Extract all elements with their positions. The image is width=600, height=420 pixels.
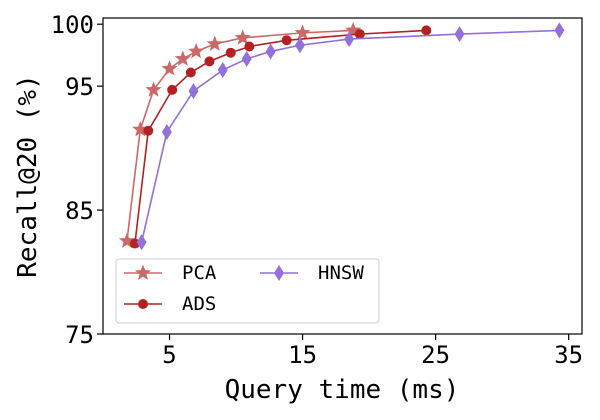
point-ads	[281, 35, 292, 46]
point-pca	[206, 35, 223, 51]
point-hnsw	[188, 83, 199, 100]
legend-marker-pca	[134, 264, 152, 280]
series-pca	[118, 21, 362, 248]
point-ads	[421, 25, 432, 36]
point-ads	[143, 125, 154, 136]
point-pca	[145, 81, 162, 97]
point-pca	[174, 50, 191, 66]
y-tick-label: 85	[65, 197, 94, 225]
series-line-pca	[126, 29, 354, 242]
x-tick-label: 25	[421, 341, 450, 369]
point-pca	[161, 60, 178, 76]
series-hnsw	[136, 22, 565, 251]
x-tick-label: 35	[554, 341, 583, 369]
legend-marker-ads	[138, 299, 148, 309]
legend-label-ads: ADS	[182, 293, 216, 315]
y-axis-label: Recall@20 (%)	[13, 74, 43, 278]
legend: PCA ADS HNSW	[115, 258, 380, 324]
point-ads	[225, 47, 236, 58]
legend-marker-hnsw	[274, 265, 284, 281]
point-hnsw	[554, 22, 565, 39]
point-ads	[244, 41, 255, 52]
legend-item-pca: PCA	[124, 262, 217, 284]
point-hnsw	[161, 124, 172, 141]
axis-ticks: 5 15 25 35 75 85 95 100	[51, 11, 584, 369]
point-hnsw	[265, 43, 276, 60]
series-layer	[118, 21, 565, 251]
x-axis-label: Query time (ms)	[225, 375, 460, 405]
y-tick-label: 75	[65, 321, 94, 349]
point-pca	[118, 232, 136, 248]
plot-frame	[102, 17, 583, 335]
series-line-ads	[134, 29, 427, 244]
point-hnsw	[217, 62, 228, 79]
point-pca	[234, 29, 251, 45]
legend-item-ads: ADS	[124, 293, 216, 315]
point-pca	[132, 121, 149, 137]
legend-label-hnsw: HNSW	[318, 262, 364, 284]
legend-item-hnsw: HNSW	[260, 262, 364, 284]
x-tick-label: 15	[288, 341, 317, 369]
y-tick-label: 95	[65, 73, 94, 101]
x-tick-label: 5	[162, 341, 176, 369]
point-ads	[185, 67, 196, 78]
point-ads	[354, 29, 365, 40]
point-pca	[294, 24, 311, 40]
legend-frame	[115, 258, 380, 324]
point-hnsw	[241, 50, 252, 67]
point-hnsw	[454, 26, 465, 43]
series-ads	[129, 25, 432, 249]
point-ads	[167, 84, 178, 95]
point-ads	[204, 56, 215, 67]
point-pca	[188, 42, 205, 59]
point-hnsw	[136, 234, 147, 251]
point-pca	[345, 21, 362, 38]
point-hnsw	[344, 31, 355, 48]
legend-label-pca: PCA	[182, 262, 217, 284]
y-tick-label: 100	[51, 11, 94, 39]
series-line-hnsw	[140, 29, 560, 243]
point-hnsw	[294, 37, 305, 54]
